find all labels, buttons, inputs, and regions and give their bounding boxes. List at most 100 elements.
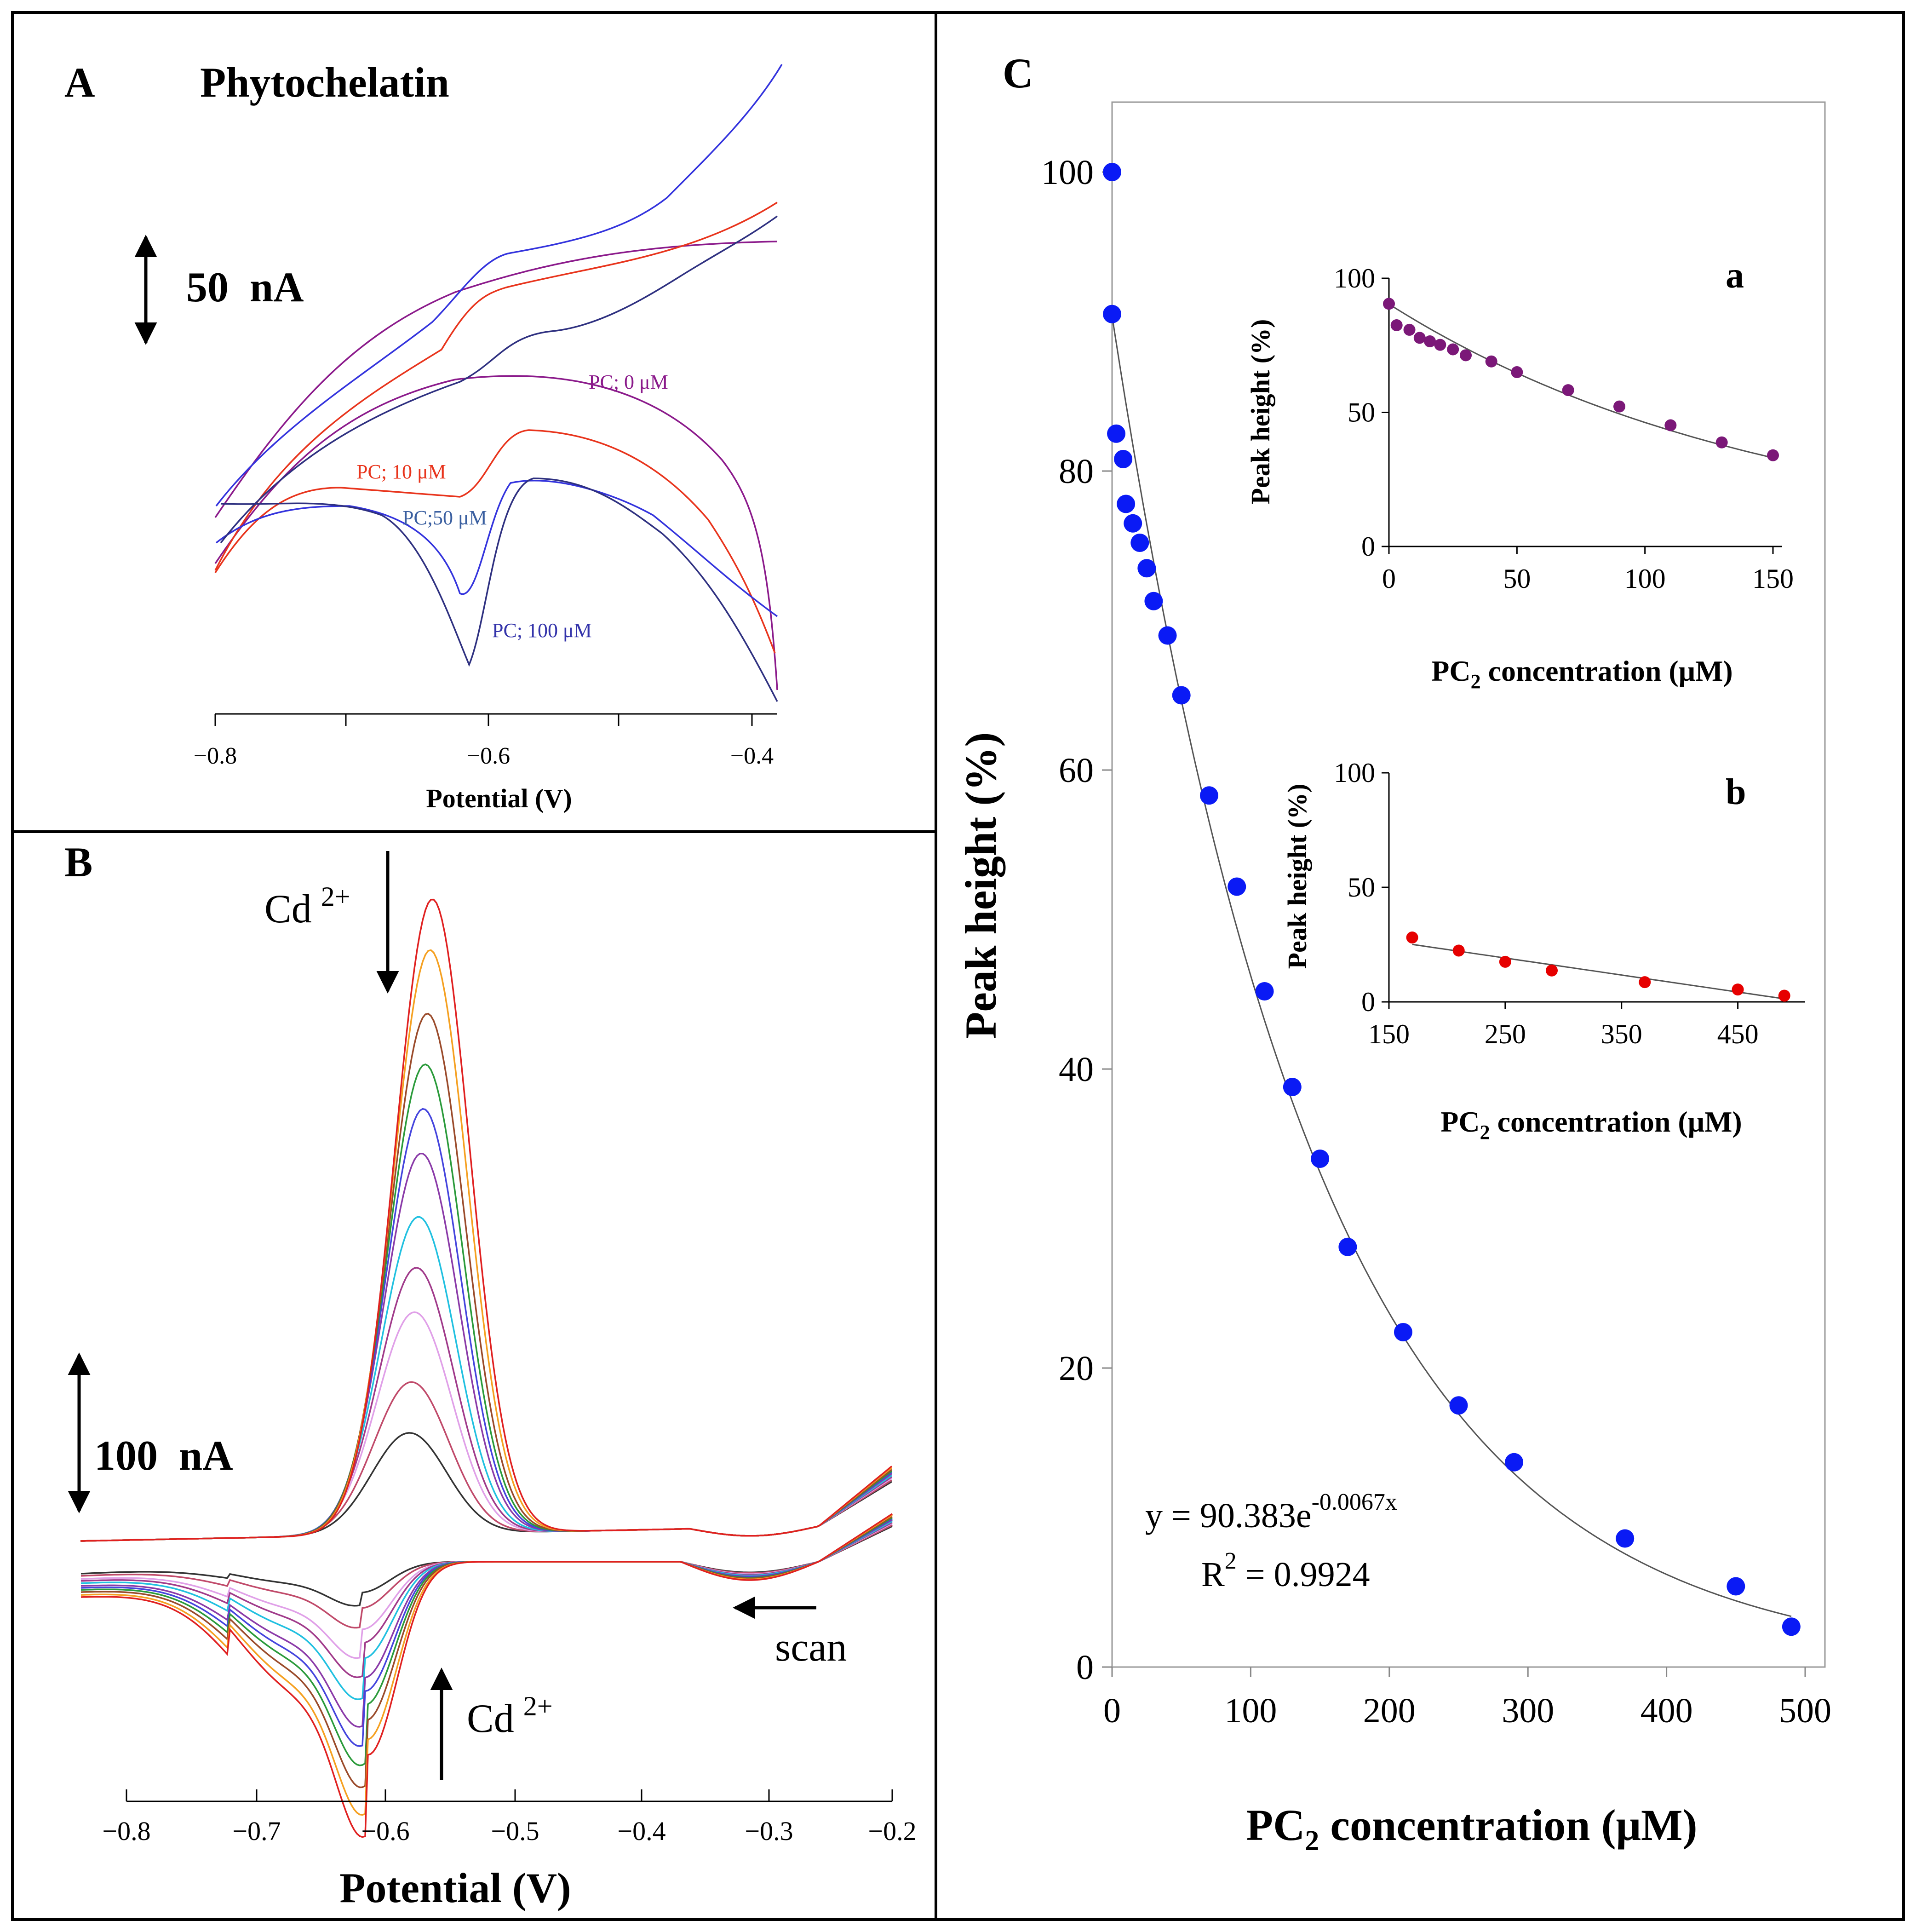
curve-pc-10-reverse — [214, 201, 778, 571]
cd-bottom-text: Cd — [467, 1696, 514, 1741]
data-point — [1255, 982, 1274, 1000]
inset-x-tick-label: 50 — [1503, 564, 1531, 594]
main-data-points — [1103, 163, 1801, 1636]
panel-b-xtick-label: −0.5 — [491, 1816, 539, 1846]
panel-b-cd-bottom-label: Cd 2+ — [467, 1691, 553, 1741]
data-point — [1283, 1078, 1302, 1096]
inset-a-xlabel-rest: concentration (μM) — [1481, 655, 1733, 687]
inset-a-data-points — [1383, 298, 1779, 461]
panel-a: A Phytochelatin 50 nA PC; 0 μM PC; 10 μM… — [64, 59, 783, 813]
data-point — [1103, 305, 1121, 323]
inset-y-tick-label: 50 — [1348, 872, 1375, 903]
fit-r2: R2 = 0.9924 — [1201, 1548, 1370, 1594]
inset-a-axes: 0 50 100 150 0 50 100 — [1334, 263, 1794, 594]
data-point — [1338, 1237, 1357, 1256]
data-point — [1117, 494, 1136, 513]
panel-b-cd-top-label: Cd 2+ — [264, 881, 350, 932]
fit-curve — [1111, 316, 1792, 1617]
panel-b-xtick-label: −0.7 — [232, 1816, 281, 1846]
inset-data-point — [1485, 355, 1497, 368]
inset-data-point — [1424, 335, 1436, 348]
inset-x-tick-label: 450 — [1717, 1019, 1759, 1049]
panel-b-xtick-label: −0.3 — [745, 1816, 793, 1846]
equation-text: y = 90.383e — [1145, 1496, 1312, 1535]
data-point — [1199, 786, 1218, 805]
data-point — [1172, 686, 1191, 705]
inset-data-point — [1403, 323, 1416, 336]
cd-top-sup: 2+ — [321, 881, 350, 912]
inset-b-axes: 150 250 350 450 0 50 100 — [1334, 758, 1805, 1049]
data-point — [1130, 534, 1149, 552]
panel-b-xtick-label: −0.4 — [617, 1816, 665, 1846]
inset-a-xlabel-main: PC — [1431, 655, 1470, 687]
inset-x-tick-label: 0 — [1382, 564, 1396, 594]
r2-sup: 2 — [1225, 1548, 1237, 1574]
panel-b-scale-label: 100 nA — [94, 1432, 233, 1479]
curve-pc-100-reverse — [220, 215, 778, 544]
inset-b: b 150 250 350 450 0 50 100 Peak height (%) PC2… — [1282, 758, 1805, 1144]
panel-a-letter: A — [64, 59, 95, 106]
data-point — [1158, 626, 1177, 645]
panel-a-xtick-label: −0.6 — [467, 743, 510, 769]
x-tick-label: 0 — [1103, 1691, 1121, 1730]
inset-y-tick-label: 0 — [1361, 531, 1375, 562]
inset-data-point — [1767, 449, 1779, 461]
data-point — [1114, 450, 1133, 468]
cv-cathodic-branch — [80, 1523, 893, 1659]
data-point — [1137, 559, 1156, 578]
cv-cathodic-branch — [80, 1514, 893, 1816]
inset-data-point — [1434, 339, 1446, 351]
panel-a-xlabel: Potential (V) — [426, 783, 572, 813]
inset-b-data-points — [1406, 932, 1790, 1002]
data-point — [1107, 424, 1126, 443]
panel-c-letter: C — [1003, 50, 1033, 97]
curve-pc-10-forward — [214, 429, 776, 654]
inset-data-point — [1447, 343, 1459, 356]
xlabel-main: PC — [1246, 1800, 1305, 1850]
inset-data-point — [1732, 983, 1744, 996]
panel-b-xtick-label: −0.2 — [868, 1816, 916, 1846]
inset-data-point — [1613, 400, 1625, 413]
panel-b-letter: B — [64, 839, 92, 886]
panel-borders — [11, 11, 1905, 1921]
inset-b-ylabel: Peak height (%) — [1282, 784, 1312, 969]
data-point — [1394, 1323, 1412, 1341]
curve-pc-50-reverse — [215, 64, 783, 507]
inset-b-xlabel-main: PC — [1440, 1105, 1480, 1138]
label-pc-10: PC; 10 μM — [356, 460, 446, 483]
data-point — [1124, 514, 1142, 533]
curve-pc-0-reverse — [214, 241, 778, 518]
cv-cathodic-branch — [80, 1516, 893, 1788]
inset-x-tick-label: 150 — [1368, 1019, 1410, 1049]
panel-b-x-axis — [126, 1789, 893, 1802]
inset-x-tick-label: 350 — [1601, 1019, 1642, 1049]
inset-data-point — [1383, 298, 1395, 310]
inset-a-xlabel: PC2 concentration (μM) — [1431, 655, 1732, 693]
panel-c-xlabel: PC2 concentration (μM) — [1246, 1800, 1697, 1857]
panel-b-xtick-labels: −0.8 −0.7 −0.6 −0.5 −0.4 −0.3 −0.2 — [102, 1816, 916, 1846]
y-tick-label: 100 — [1041, 153, 1094, 192]
panel-a-curves — [214, 64, 783, 702]
fit-equation: y = 90.383e-0.0067x — [1145, 1489, 1397, 1535]
inset-a-fit-curve — [1388, 303, 1773, 459]
inset-data-point — [1511, 366, 1523, 379]
panel-b: B Cd 2+ 100 nA scan Cd 2+ −0.8 −0.7 −0.6 −… — [64, 839, 917, 1911]
r2-label: R — [1201, 1555, 1225, 1594]
panel-c-axes — [1111, 101, 1826, 1668]
cd-top-text: Cd — [264, 887, 312, 932]
inset-a-xlabel-sub: 2 — [1471, 670, 1481, 693]
data-point — [1103, 163, 1121, 181]
panel-b-xtick-label: −0.8 — [102, 1816, 150, 1846]
label-pc-50: PC;50 μM — [402, 506, 487, 529]
data-point — [1616, 1529, 1635, 1548]
inset-data-point — [1452, 944, 1465, 957]
xlabel-sub: 2 — [1305, 1825, 1319, 1857]
data-point — [1782, 1617, 1801, 1636]
data-point — [1505, 1453, 1524, 1472]
panel-a-title: Phytochelatin — [200, 59, 449, 106]
equation-exponent: -0.0067x — [1312, 1489, 1397, 1515]
data-point — [1311, 1150, 1330, 1168]
inset-x-tick-label: 150 — [1752, 564, 1794, 594]
